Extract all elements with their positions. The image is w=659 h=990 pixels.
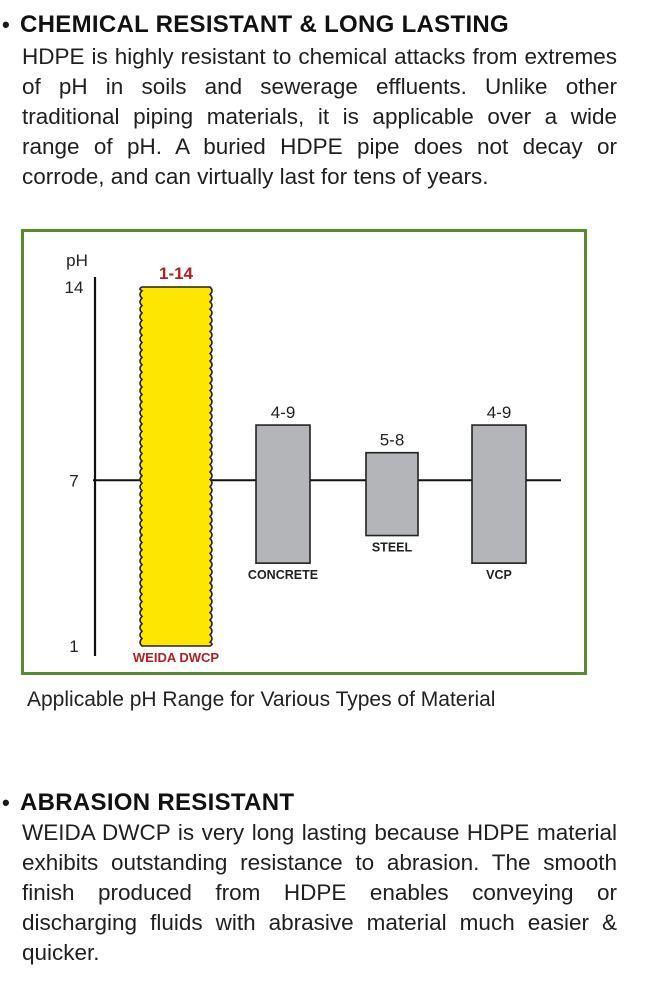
- section-heading-chemical: CHEMICAL RESISTANT & LONG LASTING: [20, 11, 510, 38]
- y-tick-label: 1: [69, 637, 78, 656]
- section-body-chemical: HDPE is highly resistant to chemical att…: [22, 44, 617, 189]
- ph-chart-svg: pH 14 7 1 1-14 WEIDA DWCP 4-9 CONCRETE 5-8 STEEL 4…: [65, 251, 561, 665]
- bullet-icon: •: [2, 790, 10, 815]
- category-label: CONCRETE: [248, 568, 318, 582]
- bar-weida-dwcp: [139, 286, 213, 647]
- data-label: 5-8: [380, 431, 405, 450]
- category-label: VCP: [486, 568, 512, 582]
- bullet-icon: •: [2, 12, 10, 37]
- y-tick-label: 7: [69, 471, 78, 490]
- data-label: 4-9: [271, 403, 296, 422]
- section-heading-abrasion: ABRASION RESISTANT: [20, 789, 295, 816]
- section-body-abrasion: WEIDA DWCP is very long lasting because …: [22, 820, 617, 965]
- bar-concrete: [255, 424, 311, 564]
- data-label: 4-9: [487, 403, 512, 422]
- y-tick-label: 14: [65, 278, 84, 297]
- category-label: WEIDA DWCP: [133, 650, 220, 665]
- y-axis-label: pH: [66, 251, 88, 270]
- data-label: 1-14: [159, 264, 194, 283]
- ph-chart: pH 14 7 1 1-14 WEIDA DWCP 4-9 CONCRETE 5-8 STEEL 4…: [21, 229, 587, 675]
- bar-steel: [365, 451, 419, 537]
- bar-vcp: [471, 424, 527, 564]
- category-label: STEEL: [372, 541, 413, 555]
- chart-caption: Applicable pH Range for Various Types of…: [27, 688, 496, 711]
